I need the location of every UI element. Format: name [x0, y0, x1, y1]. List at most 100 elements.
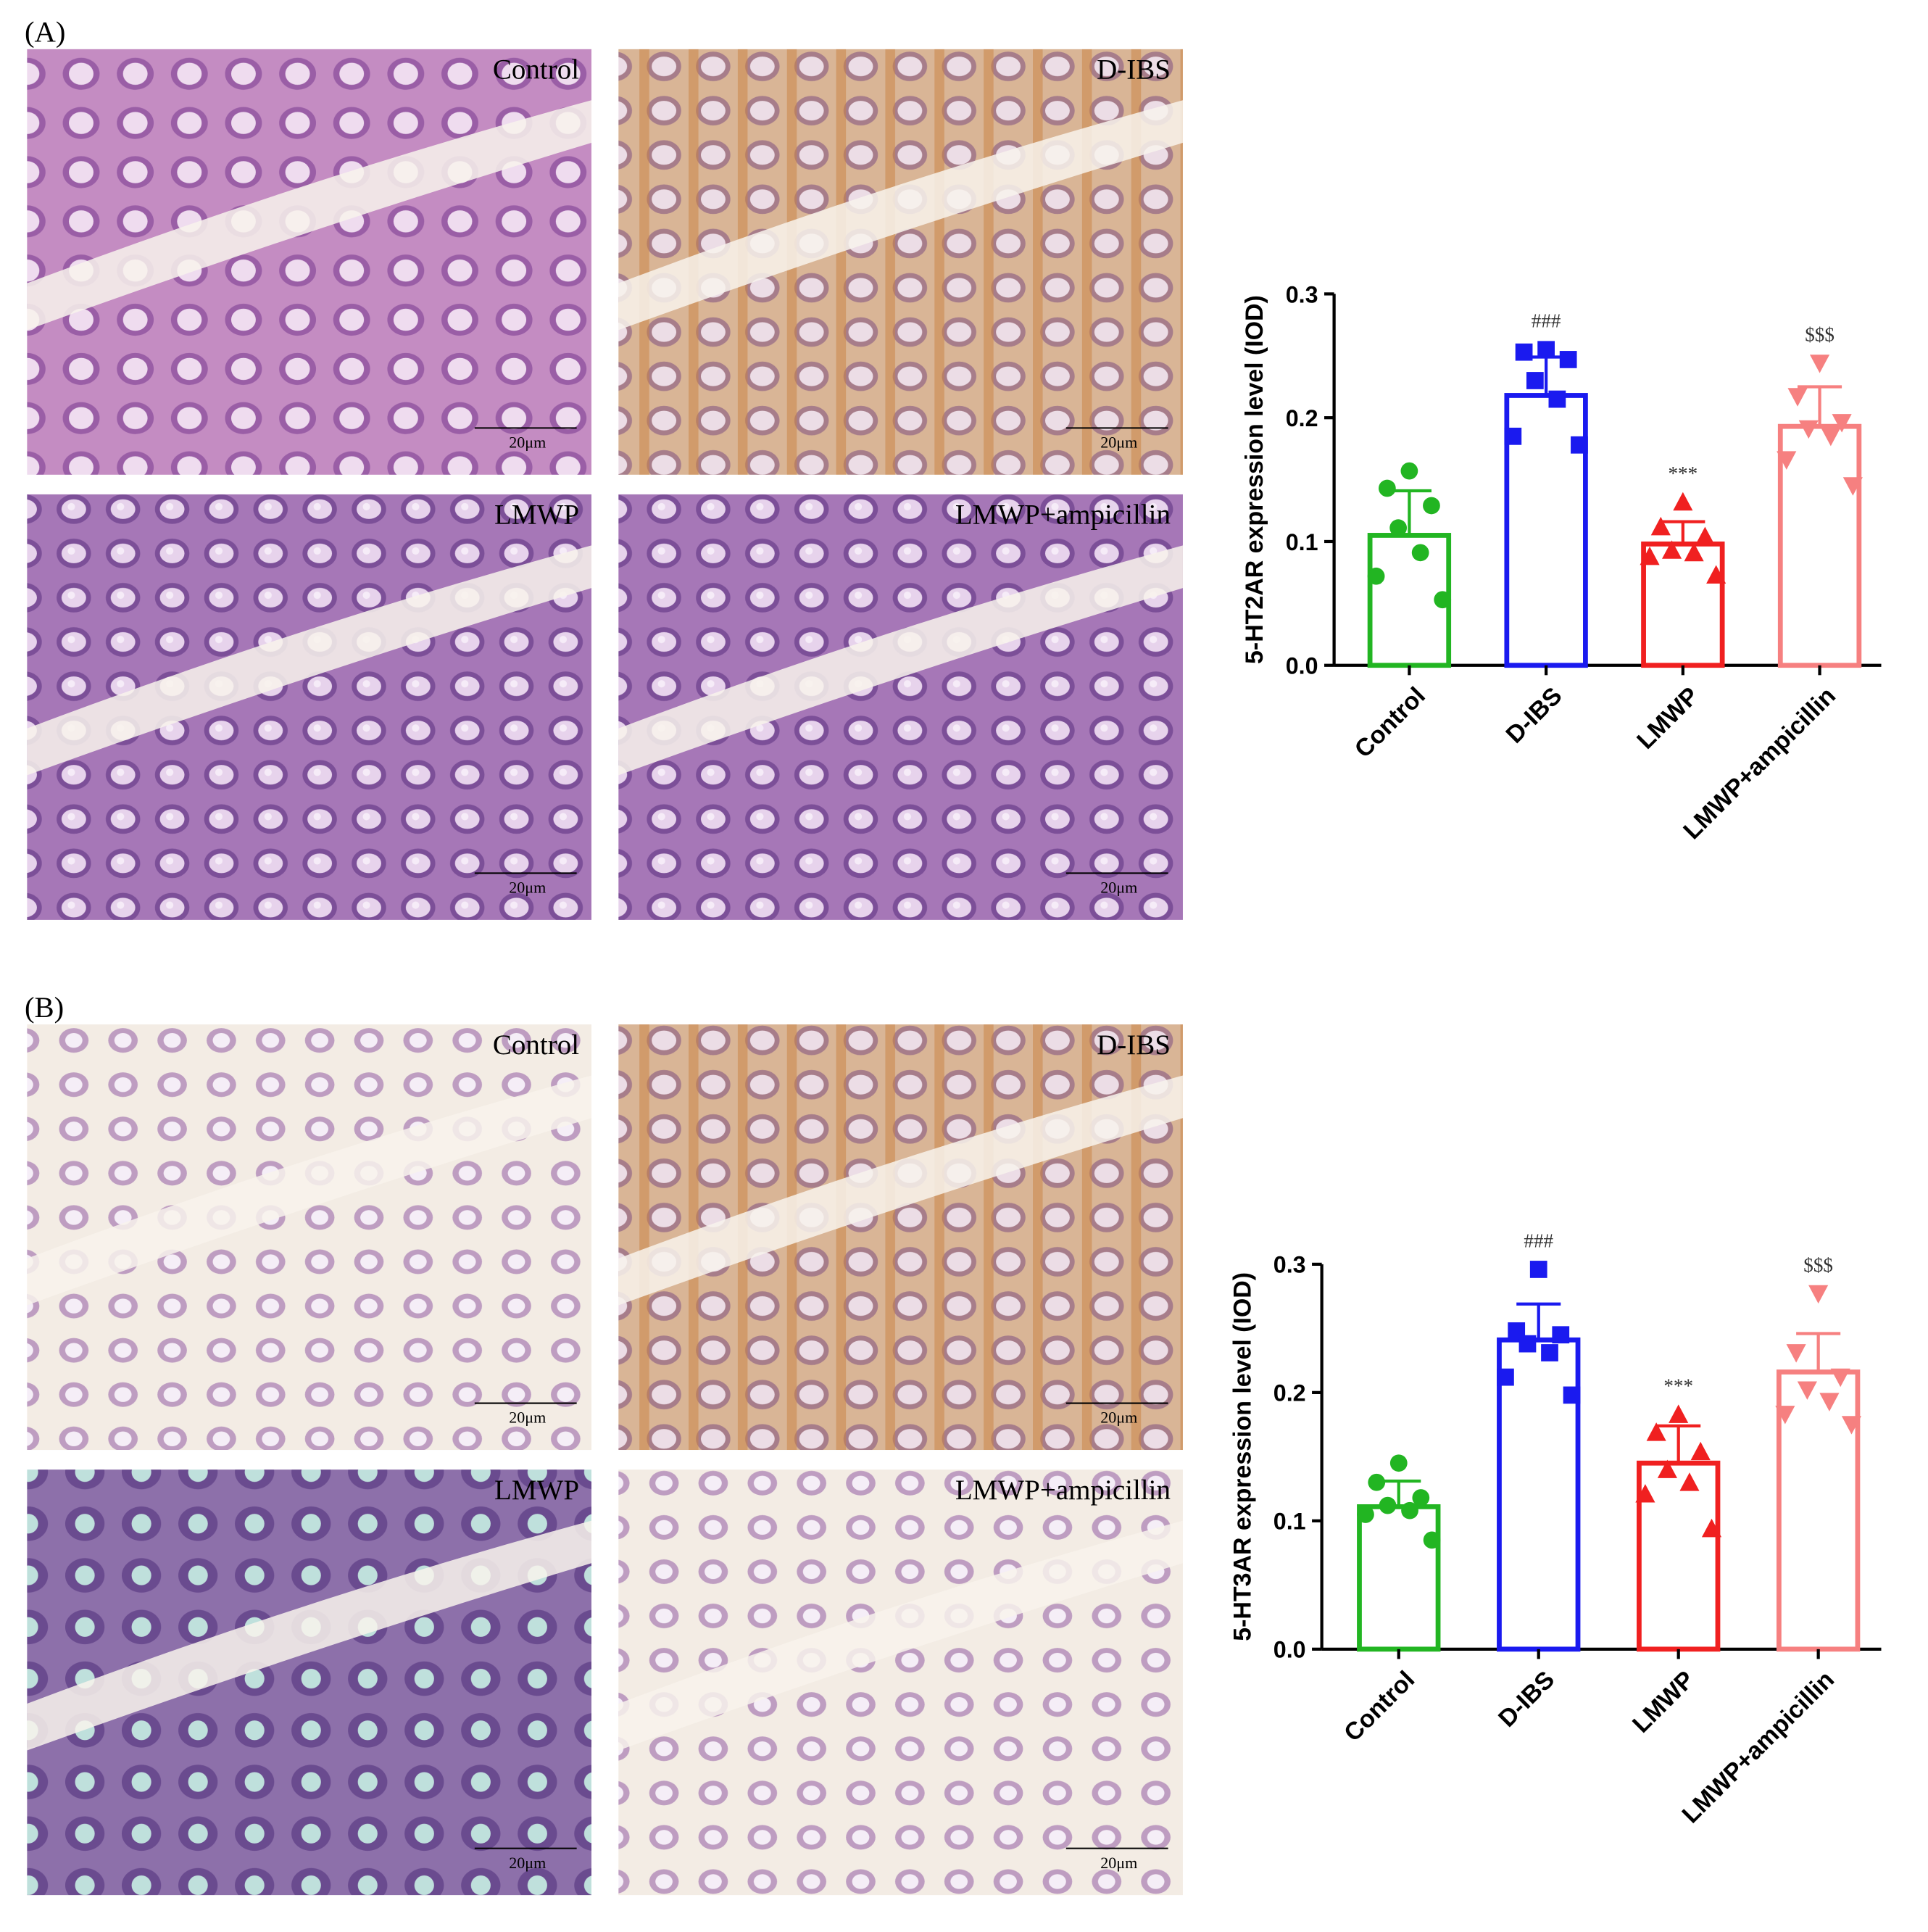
data-point — [1504, 427, 1522, 445]
data-point — [1411, 544, 1429, 562]
data-point — [1842, 477, 1863, 496]
data-point — [1684, 542, 1704, 562]
data-point — [1412, 1489, 1430, 1506]
data-point — [1529, 1261, 1547, 1278]
x-tick-label: D-IBS — [1493, 1666, 1560, 1733]
data-point — [1775, 1406, 1795, 1425]
image-label: LMWP — [494, 499, 579, 531]
micrograph: LMWP 20μm — [27, 1469, 591, 1896]
data-point — [1368, 1473, 1386, 1491]
y-tick-label: 0.3 — [1273, 1252, 1306, 1278]
data-point — [1401, 1501, 1418, 1520]
data-point — [1662, 540, 1682, 559]
image-label: Control — [493, 54, 579, 86]
data-point — [1635, 1484, 1655, 1503]
data-point — [1797, 1381, 1817, 1400]
y-tick-label: 0.1 — [1273, 1509, 1306, 1535]
data-point — [1563, 1386, 1581, 1404]
micrograph: LMWP+ampicillin 20μm — [618, 1469, 1183, 1896]
data-point — [1777, 451, 1797, 470]
bar — [1357, 1504, 1441, 1652]
data-point — [1640, 546, 1660, 565]
data-point — [1378, 479, 1396, 497]
data-point — [1787, 388, 1808, 407]
data-point — [1786, 1344, 1806, 1363]
x-tick-label: LMWP+ampicillin — [1676, 1666, 1840, 1829]
panel-label: (A) — [25, 16, 66, 49]
data-point — [1830, 1368, 1850, 1388]
bar — [1777, 423, 1862, 668]
significance-label: $$$ — [1803, 1254, 1833, 1276]
data-point — [1423, 1531, 1441, 1549]
lumen — [618, 545, 1183, 776]
image-label: LMWP — [494, 1475, 579, 1506]
significance-label: ### — [1524, 1230, 1553, 1251]
micrograph: Control 20μm — [27, 1024, 591, 1451]
x-tick-label: D-IBS — [1500, 682, 1567, 749]
bar — [1497, 1337, 1581, 1652]
micrograph: D-IBS 20μm — [618, 1024, 1183, 1451]
data-point — [1537, 341, 1555, 359]
lumen — [27, 545, 591, 776]
data-point — [1379, 1496, 1397, 1514]
data-point — [1571, 436, 1588, 454]
lumen — [618, 1075, 1183, 1306]
micrograph: LMWP+ampicillin 20μm — [618, 494, 1183, 920]
y-axis-label: 5-HT2AR expression level (IOD) — [1241, 295, 1268, 664]
image-label: D-IBS — [1097, 1029, 1171, 1061]
data-point — [1798, 420, 1819, 439]
micrograph: D-IBS 20μm — [618, 49, 1183, 475]
data-point — [1701, 1518, 1722, 1538]
data-point — [1657, 1459, 1678, 1478]
scale-bar-label: 20μm — [1100, 1854, 1137, 1872]
data-point — [1548, 390, 1566, 408]
lumen — [618, 100, 1183, 331]
significance-label: ### — [1532, 310, 1561, 332]
lumen — [27, 100, 591, 331]
data-point — [1526, 372, 1544, 389]
data-point — [1434, 591, 1452, 609]
x-tick-label: LMWP — [1632, 682, 1704, 755]
data-point — [1821, 427, 1841, 447]
data-point — [1518, 1335, 1537, 1353]
data-point — [1497, 1368, 1514, 1386]
data-point — [1559, 351, 1577, 368]
scale-bar-label: 20μm — [509, 1409, 546, 1427]
significance-label: *** — [1663, 1375, 1693, 1396]
x-tick-label: LMWP+ampicillin — [1678, 682, 1841, 845]
image-label: D-IBS — [1097, 54, 1171, 86]
data-point — [1541, 1344, 1558, 1361]
scale-bar-label: 20μm — [1100, 1409, 1137, 1427]
data-point — [1650, 516, 1671, 536]
panel-label: (B) — [25, 991, 64, 1024]
micrograph: Control 20μm — [27, 49, 591, 475]
scale-bar-label: 20μm — [509, 1854, 546, 1872]
data-point — [1552, 1326, 1570, 1344]
image-label: LMWP+ampicillin — [955, 1475, 1171, 1506]
scale-bar-label: 20μm — [509, 433, 546, 451]
y-tick-label: 0.2 — [1273, 1380, 1306, 1406]
data-point — [1673, 492, 1693, 511]
data-point — [1367, 567, 1385, 585]
data-point — [1357, 1506, 1374, 1523]
data-point — [1669, 1404, 1689, 1423]
significance-label: $$$ — [1805, 324, 1834, 346]
x-tick-label: Control — [1350, 682, 1431, 763]
x-tick-label: LMWP — [1627, 1666, 1700, 1738]
y-axis-label: 5-HT3AR expression level (IOD) — [1229, 1272, 1256, 1641]
data-point — [1695, 526, 1715, 546]
data-point — [1841, 1416, 1862, 1435]
bar — [1776, 1369, 1861, 1652]
data-point — [1690, 1441, 1711, 1461]
data-point — [1423, 497, 1440, 515]
lumen — [27, 1075, 591, 1306]
data-point — [1819, 1393, 1840, 1411]
data-point — [1808, 1285, 1829, 1304]
image-label: Control — [493, 1029, 579, 1061]
data-point — [1400, 462, 1418, 480]
x-tick-label: Control — [1339, 1666, 1420, 1747]
data-point — [1679, 1472, 1700, 1491]
y-tick-label: 0.1 — [1286, 529, 1318, 555]
